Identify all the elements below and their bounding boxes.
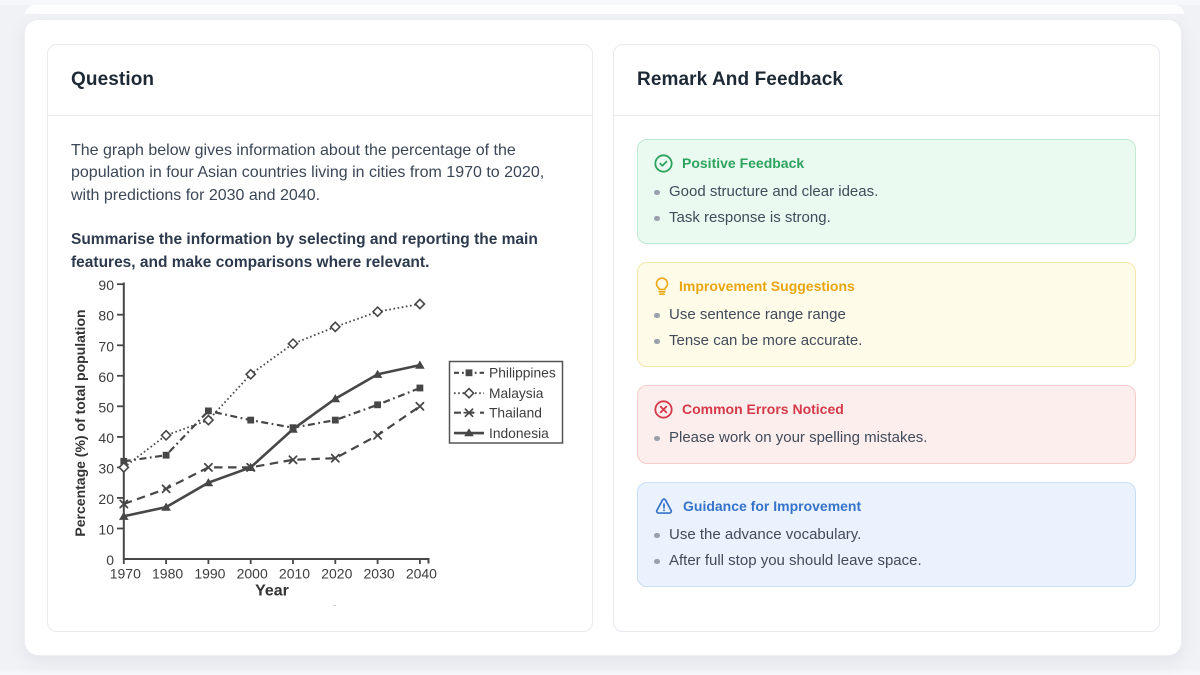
svg-text:2010: 2010 (279, 566, 310, 582)
svg-text:2040: 2040 (406, 566, 437, 582)
svg-text:20: 20 (98, 491, 114, 507)
svg-text:1980: 1980 (152, 566, 183, 582)
svg-text:90: 90 (98, 277, 114, 293)
svg-text:2000: 2000 (237, 566, 268, 582)
svg-text:Year: Year (255, 583, 289, 600)
svg-text:60: 60 (98, 369, 114, 385)
svg-text:10: 10 (98, 522, 114, 538)
svg-text:70: 70 (98, 338, 114, 354)
svg-text:2030: 2030 (364, 566, 395, 582)
svg-text:50: 50 (98, 399, 114, 415)
svg-text:Percentage (%) of total popula: Percentage (%) of total population (72, 309, 88, 536)
svg-text:Indonesia: Indonesia (489, 426, 549, 441)
svg-text:Philippines: Philippines (489, 366, 556, 381)
svg-text:1970: 1970 (110, 566, 141, 582)
svg-text:0: 0 (106, 552, 114, 568)
svg-text:30: 30 (98, 460, 114, 476)
svg-text:Thailand: Thailand (489, 406, 542, 421)
svg-text:40: 40 (98, 430, 114, 446)
svg-text:Malaysia: Malaysia (489, 386, 544, 401)
svg-text:80: 80 (98, 308, 114, 324)
svg-text:1990: 1990 (194, 566, 225, 582)
svg-text:2020: 2020 (321, 566, 352, 582)
